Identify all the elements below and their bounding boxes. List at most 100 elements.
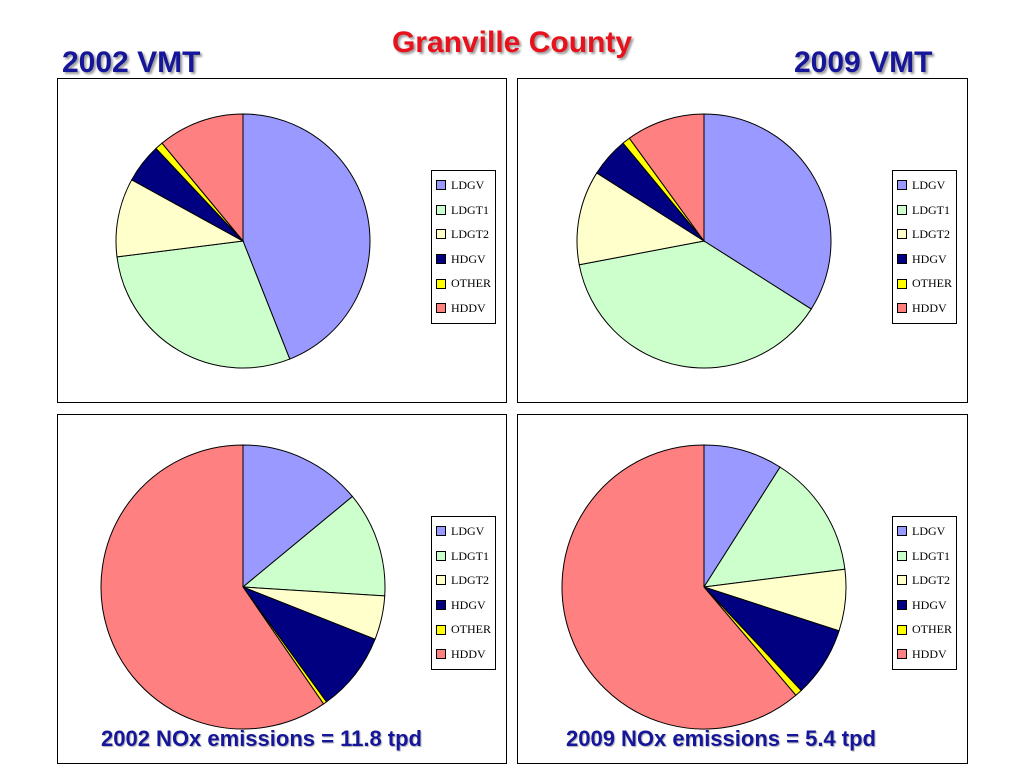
legend-item-ldgv: LDGV xyxy=(897,173,952,198)
legend-label: OTHER xyxy=(451,622,491,637)
legend-label: LDGV xyxy=(912,524,946,538)
legend-item-other: OTHER xyxy=(897,271,952,296)
pie-chart-2002-vmt xyxy=(115,113,371,369)
legend-swatch xyxy=(897,180,907,191)
legend-item-ldgt2: LDGT2 xyxy=(436,222,491,247)
legend-item-other: OTHER xyxy=(897,617,952,642)
legend-swatch xyxy=(436,229,446,240)
pie-slice-hddv xyxy=(561,444,797,730)
pie-slice-ldgt1 xyxy=(241,495,386,597)
legend-item-ldgv: LDGV xyxy=(436,173,491,198)
legend-swatch xyxy=(897,204,907,215)
legend-swatch xyxy=(897,526,907,537)
pie-slice-ldgv xyxy=(242,113,371,360)
pie-slice-hdgv xyxy=(241,585,376,703)
legend-swatch xyxy=(897,278,907,289)
pie-chart-2009-nox xyxy=(561,444,847,730)
legend-item-ldgt1: LDGT1 xyxy=(436,544,491,569)
pie-slice-ldgv xyxy=(242,444,354,589)
legend-label: HDDV xyxy=(912,300,947,315)
legend-swatch xyxy=(436,204,446,215)
chart-panel-2002-vmt: LDGV LDGT1 LDGT2 HDGV OTHER HDDV xyxy=(57,78,507,403)
legend-swatch xyxy=(436,600,446,611)
chart-panel-2009-nox: LDGV LDGT1 LDGT2 HDGV OTHER HDDV 2009 NOx emi… xyxy=(517,414,968,764)
caption-2009-nox: 2009 NOx emissions = 5.4 tpd xyxy=(566,726,876,751)
label-2002-vmt: 2002 VMT xyxy=(62,46,201,79)
legend-label: HDDV xyxy=(451,646,486,661)
pie-slice-ldgt1 xyxy=(703,466,846,588)
legend-swatch xyxy=(436,550,446,561)
legend-label: HDGV xyxy=(912,251,947,266)
legend-label: HDDV xyxy=(912,646,947,661)
legend-swatch xyxy=(897,624,907,635)
legend-swatch xyxy=(436,624,446,635)
legend-label: HDDV xyxy=(451,300,486,315)
legend-label: HDGV xyxy=(451,251,486,266)
legend-item-hddv: HDDV xyxy=(897,296,952,321)
pie-slice-ldgt2 xyxy=(115,179,245,258)
legend-item-other: OTHER xyxy=(436,271,491,296)
legend-label: LDGT2 xyxy=(451,227,489,242)
legend-item-hddv: HDDV xyxy=(436,296,491,321)
legend-swatch xyxy=(897,550,907,561)
legend-item-ldgt2: LDGT2 xyxy=(897,568,952,593)
legend-swatch xyxy=(436,254,446,265)
chart-panel-2002-nox: LDGV LDGT1 LDGT2 HDGV OTHER HDDV 2002 NOx emi… xyxy=(57,414,507,764)
legend-swatch xyxy=(436,575,446,586)
legend-label: HDGV xyxy=(451,597,486,612)
legend-swatch xyxy=(436,180,446,191)
legend-swatch xyxy=(897,254,907,265)
pie-slice-hddv xyxy=(161,113,244,243)
legend-label: LDGT2 xyxy=(451,573,489,588)
pie-slice-ldgt1 xyxy=(578,240,812,369)
legend-swatch xyxy=(436,526,446,537)
legend-label: LDGT1 xyxy=(912,202,950,217)
page-title: Granville County xyxy=(391,26,633,59)
legend-item-ldgv: LDGV xyxy=(436,519,491,544)
pie-chart-2002-nox xyxy=(100,444,386,730)
legend-label: LDGT1 xyxy=(912,548,950,563)
legend-2002-nox: LDGV LDGT1 LDGT2 HDGV OTHER HDDV xyxy=(431,516,496,670)
legend-item-ldgt1: LDGT1 xyxy=(436,198,491,223)
legend-item-hdgv: HDGV xyxy=(436,593,491,618)
legend-swatch xyxy=(897,600,907,611)
pie-slice-ldgv xyxy=(703,444,781,589)
pie-slice-hddv xyxy=(100,444,325,730)
legend-label: OTHER xyxy=(912,622,952,637)
legend-label: LDGT2 xyxy=(912,573,950,588)
legend-label: OTHER xyxy=(451,276,491,291)
legend-swatch xyxy=(436,649,446,660)
legend-label: LDGV xyxy=(451,178,485,192)
legend-item-ldgt2: LDGT2 xyxy=(436,568,491,593)
legend-item-ldgt1: LDGT1 xyxy=(897,198,952,223)
legend-item-ldgt2: LDGT2 xyxy=(897,222,952,247)
pie-slice-hddv xyxy=(628,113,705,243)
legend-label: LDGT2 xyxy=(912,227,950,242)
legend-item-hdgv: HDGV xyxy=(897,247,952,272)
legend-label: OTHER xyxy=(912,276,952,291)
pie-slice-ldgt1 xyxy=(116,240,291,369)
legend-2009-vmt: LDGV LDGT1 LDGT2 HDGV OTHER HDDV xyxy=(892,170,957,324)
legend-swatch xyxy=(436,278,446,289)
caption-2002-nox: 2002 NOx emissions = 11.8 tpd xyxy=(101,726,422,751)
legend-item-ldgt1: LDGT1 xyxy=(897,544,952,569)
pie-chart-2009-vmt xyxy=(576,113,832,369)
legend-swatch xyxy=(897,575,907,586)
legend-item-hdgv: HDGV xyxy=(436,247,491,272)
legend-item-hddv: HDDV xyxy=(436,642,491,667)
legend-item-ldgv: LDGV xyxy=(897,519,952,544)
pie-slice-ldgv xyxy=(703,113,832,310)
legend-2002-vmt: LDGV LDGT1 LDGT2 HDGV OTHER HDDV xyxy=(431,170,496,324)
legend-item-hddv: HDDV xyxy=(897,642,952,667)
legend-label: LDGV xyxy=(451,524,485,538)
legend-swatch xyxy=(897,229,907,240)
chart-panel-2009-vmt: LDGV LDGT1 LDGT2 HDGV OTHER HDDV xyxy=(517,78,968,403)
legend-label: LDGT1 xyxy=(451,548,489,563)
legend-label: HDGV xyxy=(912,597,947,612)
legend-item-other: OTHER xyxy=(436,617,491,642)
legend-item-hdgv: HDGV xyxy=(897,593,952,618)
legend-swatch xyxy=(897,649,907,660)
pie-slice-ldgt2 xyxy=(576,172,706,266)
legend-label: LDGT1 xyxy=(451,202,489,217)
legend-label: LDGV xyxy=(912,178,946,192)
